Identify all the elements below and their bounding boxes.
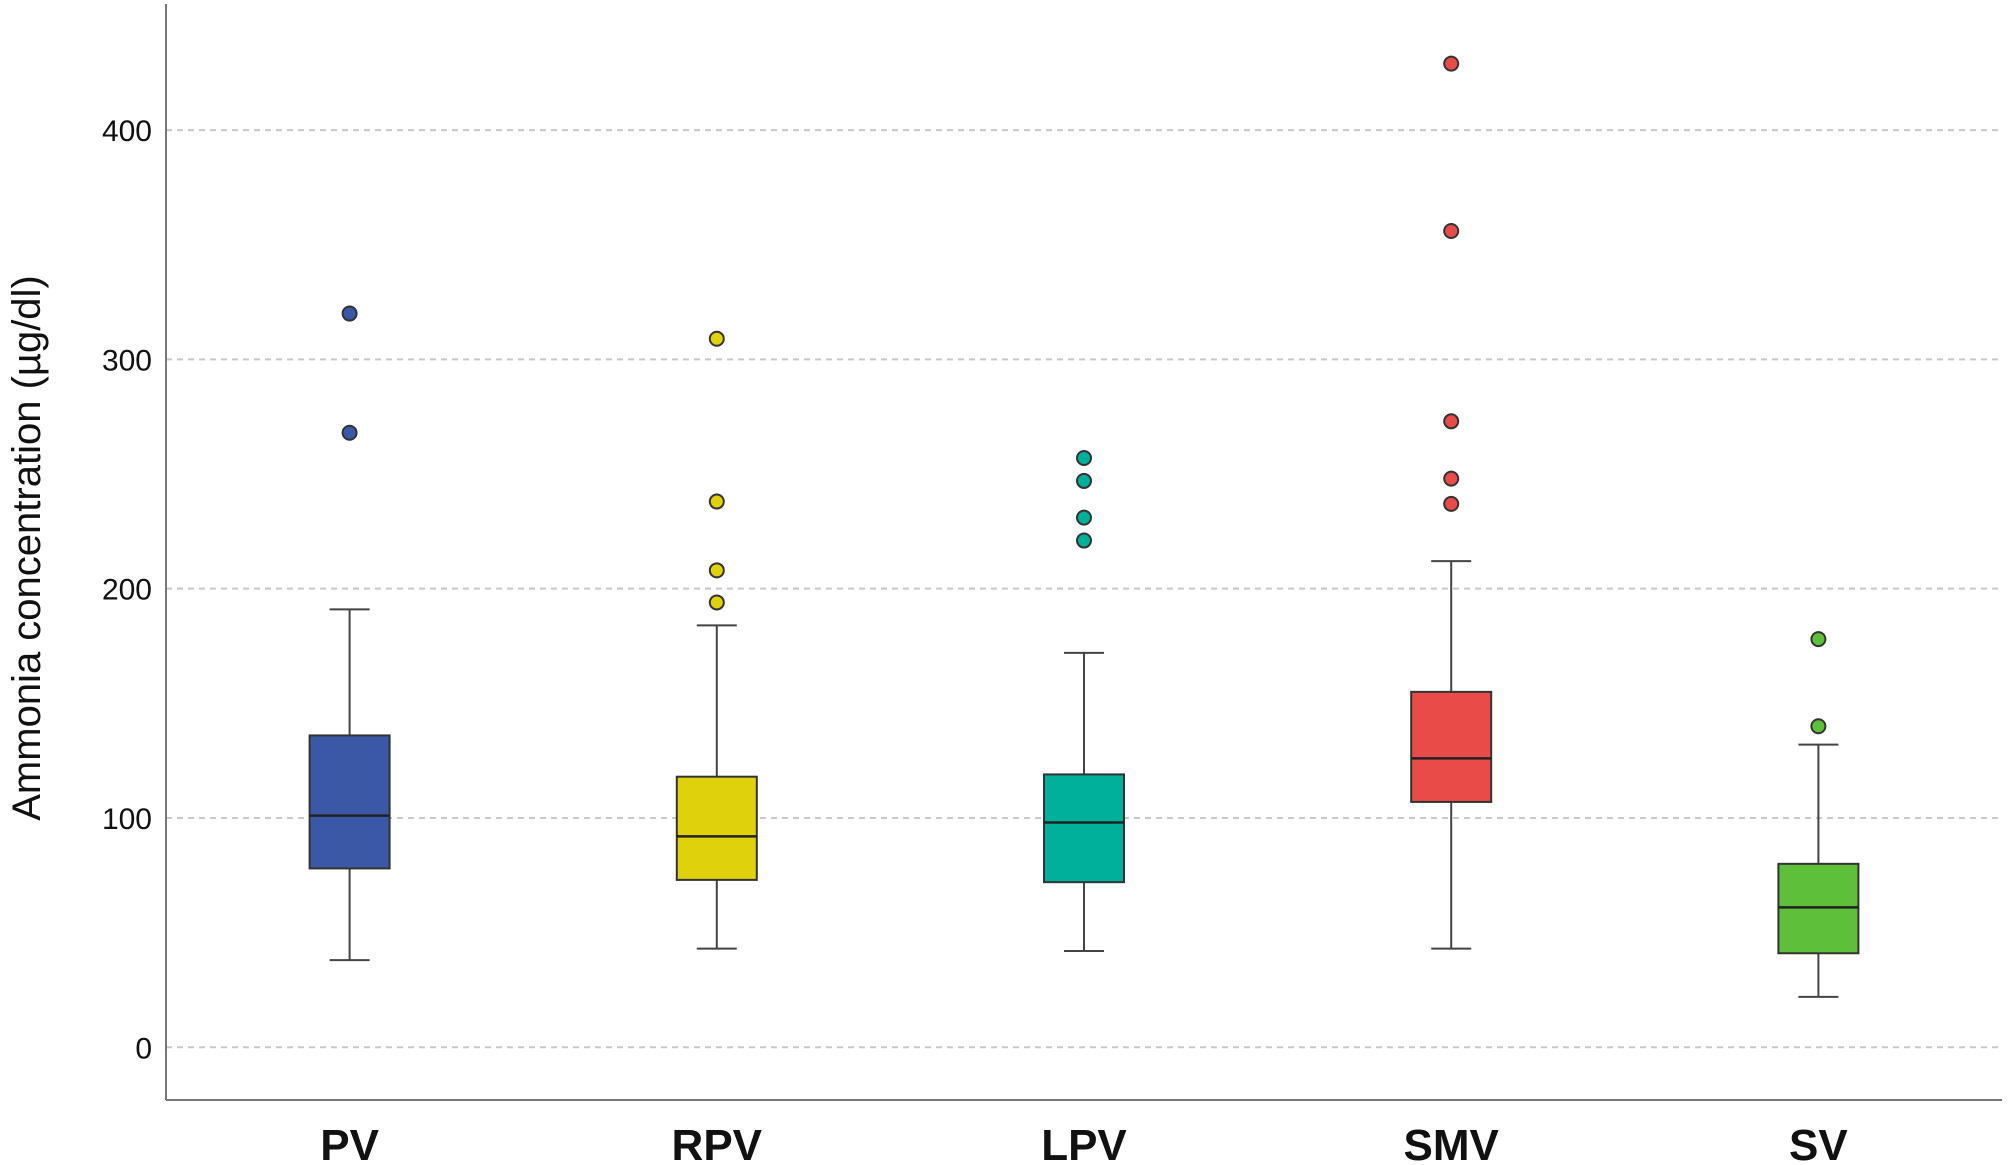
outlier-point — [708, 562, 725, 579]
iqr-box — [308, 734, 391, 870]
category-label-smv: SMV — [1404, 1121, 1500, 1165]
box-group-sv — [1777, 631, 1860, 998]
y-axis-title: Ammonia concentration (µg/dl) — [5, 275, 49, 821]
outlier-point — [708, 330, 725, 347]
boxes — [308, 55, 1860, 998]
box-group-lpv — [1043, 449, 1125, 952]
outlier-point — [708, 493, 725, 510]
outlier-point — [341, 305, 358, 322]
y-tick-labels: 0 100 200 300 400 — [102, 115, 152, 1065]
outlier-point — [1810, 631, 1827, 648]
category-label-pv: PV — [320, 1121, 379, 1165]
category-label-sv: SV — [1789, 1121, 1848, 1165]
iqr-box — [1043, 773, 1125, 884]
outlier-point — [1443, 470, 1460, 487]
category-label-rpv: RPV — [672, 1121, 763, 1165]
outlier-point — [1076, 472, 1092, 489]
iqr-box — [675, 775, 758, 881]
iqr-box — [1410, 690, 1493, 803]
category-label-lpv: LPV — [1041, 1121, 1127, 1165]
outlier-point — [1076, 532, 1092, 549]
outlier-point — [1443, 413, 1460, 430]
outlier-point — [1443, 222, 1460, 239]
outlier-point — [708, 594, 725, 611]
outlier-point — [1810, 718, 1827, 735]
outlier-point — [1076, 449, 1092, 466]
outlier-point — [341, 424, 358, 441]
outlier-point — [1443, 55, 1460, 72]
box-group-rpv — [675, 330, 758, 950]
box-group-smv — [1410, 55, 1493, 950]
y-tick-label: 400 — [102, 115, 152, 148]
outlier-point — [1076, 509, 1092, 526]
y-tick-label: 0 — [135, 1032, 152, 1065]
box-group-pv — [308, 305, 391, 962]
outlier-point — [1443, 495, 1460, 512]
axes — [165, 4, 2002, 1101]
category-labels: PV RPV LPV SMV SV — [320, 1121, 1848, 1165]
y-tick-label: 100 — [102, 803, 152, 836]
y-tick-label: 200 — [102, 574, 152, 607]
y-tick-label: 300 — [102, 344, 152, 377]
